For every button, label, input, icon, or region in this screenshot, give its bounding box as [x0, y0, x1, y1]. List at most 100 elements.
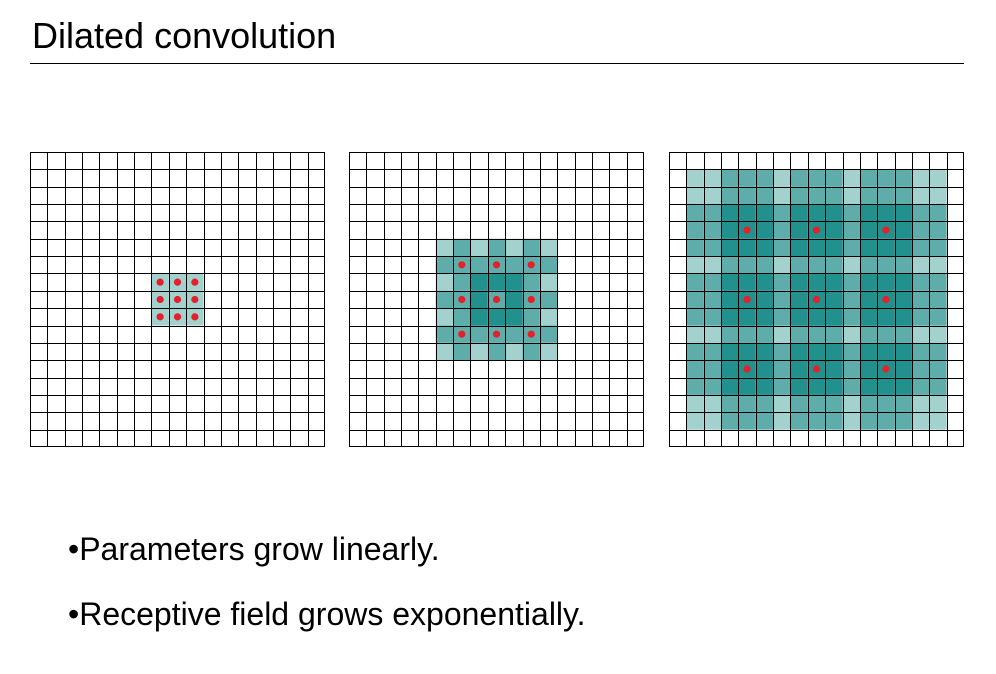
receptive-field-cell	[807, 377, 826, 395]
receptive-field-cell	[859, 169, 878, 187]
receptive-field-cell	[721, 394, 739, 413]
receptive-field-cell	[859, 342, 878, 361]
receptive-field-cell	[825, 308, 843, 326]
receptive-field-cell	[755, 308, 774, 326]
receptive-field-cell	[539, 238, 558, 257]
receptive-field-cell	[790, 238, 808, 257]
receptive-field-cell	[703, 204, 722, 222]
receptive-field-cell	[894, 186, 912, 205]
receptive-field-cell	[894, 308, 912, 326]
receptive-field-cell	[738, 308, 756, 326]
receptive-field-cell	[686, 186, 704, 205]
receptive-field-cell	[435, 273, 454, 291]
receptive-field-cell	[435, 308, 454, 326]
receptive-field-cell	[894, 360, 912, 378]
receptive-field-cell	[859, 394, 878, 413]
receptive-field-cell	[773, 308, 791, 326]
receptive-field-cell	[894, 394, 912, 413]
receptive-field-cell	[807, 342, 826, 361]
receptive-field-cell	[859, 377, 878, 395]
receptive-field-cell	[453, 342, 471, 361]
grid-panel-dilation-1	[30, 152, 325, 447]
receptive-field-cell	[790, 308, 808, 326]
receptive-field-cell	[721, 290, 739, 309]
sample-point	[173, 278, 182, 286]
receptive-field-cell	[738, 342, 756, 361]
receptive-field-cell	[911, 377, 930, 395]
receptive-field-cell	[894, 325, 912, 343]
receptive-field-cell	[790, 325, 808, 343]
receptive-field-cell	[911, 325, 930, 343]
receptive-field-cell	[842, 290, 860, 309]
receptive-field-cell	[686, 342, 704, 361]
receptive-field-cell	[790, 290, 808, 309]
receptive-field-cell	[842, 325, 860, 343]
receptive-field-cell	[911, 169, 930, 187]
receptive-field-cell	[842, 204, 860, 222]
receptive-field-cell	[929, 394, 947, 413]
receptive-field-cell	[522, 273, 540, 291]
receptive-field-cell	[825, 342, 843, 361]
receptive-field-cell	[842, 169, 860, 187]
receptive-field-cell	[755, 186, 774, 205]
receptive-field-cell	[738, 273, 756, 291]
sample-point	[812, 226, 821, 234]
receptive-field-cell	[859, 325, 878, 343]
receptive-field-cell	[790, 273, 808, 291]
receptive-field-cell	[686, 394, 704, 413]
receptive-field-cell	[773, 412, 791, 430]
receptive-field-cell	[911, 204, 930, 222]
receptive-field-cell	[807, 412, 826, 430]
sample-point	[812, 295, 821, 304]
receptive-field-cell	[721, 325, 739, 343]
receptive-field-cell	[859, 412, 878, 430]
receptive-field-cell	[539, 325, 558, 343]
receptive-field-cell	[807, 169, 826, 187]
receptive-field-cell	[721, 360, 739, 378]
receptive-field-cell	[807, 325, 826, 343]
receptive-field-cell	[859, 273, 878, 291]
receptive-field-cell	[773, 394, 791, 413]
sample-point	[743, 226, 751, 234]
receptive-field-cell	[842, 256, 860, 274]
receptive-field-cell	[686, 221, 704, 239]
receptive-field-cell	[894, 221, 912, 239]
receptive-field-cell	[686, 169, 704, 187]
sample-point	[882, 226, 890, 234]
title-divider	[30, 63, 964, 64]
receptive-field-cell	[877, 308, 895, 326]
receptive-field-cell	[505, 308, 523, 326]
receptive-field-cell	[703, 412, 722, 430]
receptive-field-cell	[911, 360, 930, 378]
receptive-field-cell	[435, 342, 454, 361]
receptive-field-cell	[842, 238, 860, 257]
receptive-field-cell	[773, 342, 791, 361]
receptive-field-cell	[929, 290, 947, 309]
receptive-field-cell	[825, 186, 843, 205]
receptive-field-cell	[703, 342, 722, 361]
bullet-parameters: •Parameters grow linearly.	[68, 531, 440, 567]
receptive-field-cell	[703, 290, 722, 309]
receptive-field-cell	[929, 256, 947, 274]
receptive-field-cell	[721, 204, 739, 222]
receptive-field-cell	[755, 342, 774, 361]
bullet-receptive-field: •Receptive field grows exponentially.	[68, 596, 586, 632]
receptive-field-cell	[842, 221, 860, 239]
receptive-field-cell	[686, 290, 704, 309]
receptive-field-cell	[825, 394, 843, 413]
receptive-field-cell	[877, 256, 895, 274]
receptive-field-cell	[825, 412, 843, 430]
receptive-field-cell	[859, 360, 878, 378]
receptive-field-cell	[755, 412, 774, 430]
receptive-field-cell	[755, 169, 774, 187]
sample-point	[882, 365, 890, 373]
receptive-field-cell	[911, 394, 930, 413]
receptive-field-cell	[894, 169, 912, 187]
receptive-field-cell	[703, 325, 722, 343]
receptive-field-cell	[738, 412, 756, 430]
receptive-field-cell	[487, 308, 506, 326]
sample-point	[173, 313, 182, 321]
receptive-field-cell	[773, 204, 791, 222]
receptive-field-cell	[929, 325, 947, 343]
receptive-field-cell	[790, 342, 808, 361]
